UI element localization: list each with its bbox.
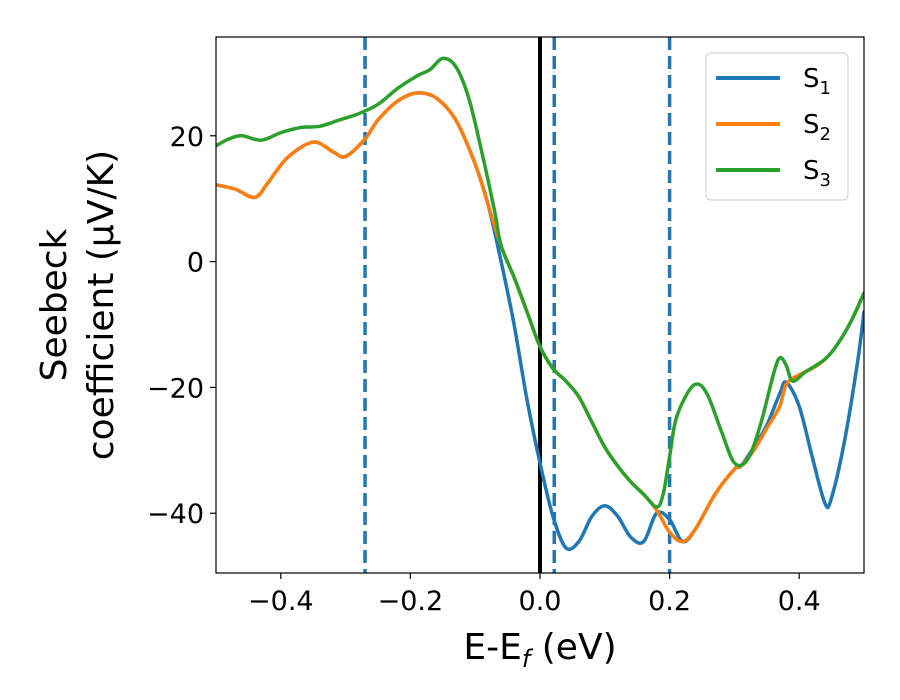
x-tick-label: −0.2 <box>378 586 444 617</box>
legend-label-main: S <box>803 110 820 140</box>
reference-lines <box>363 37 672 573</box>
y-axis-label-line2: coefficient (μV/K) <box>81 150 122 460</box>
series-line-s3 <box>216 56 864 509</box>
x-axis-label-main: E-E <box>463 627 521 668</box>
y-tick-label: −20 <box>147 373 204 404</box>
legend-label-s2: S2 <box>803 110 831 145</box>
series-layer <box>216 56 864 552</box>
legend-label-sub: 3 <box>820 170 831 191</box>
y-axis-label-line1: Seebeck <box>34 228 75 381</box>
y-axis: −40 −20 0 20 <box>147 122 216 530</box>
x-tick-label: 0.2 <box>648 586 691 617</box>
legend-frame <box>705 52 849 201</box>
legend-label-main: S <box>803 156 820 186</box>
y-tick-label: 0 <box>187 248 204 279</box>
legend-label-s3: S3 <box>803 156 831 191</box>
x-tick-label: 0.4 <box>778 586 821 617</box>
x-tick-label: 0.0 <box>519 586 562 617</box>
x-axis-label-unit: (eV) <box>530 627 616 668</box>
legend-label-s1: S1 <box>803 64 831 99</box>
legend-label-main: S <box>803 64 820 94</box>
legend-label-sub: 2 <box>820 124 831 145</box>
y-tick-label: −40 <box>147 499 204 530</box>
x-axis-label: E-Ef (eV) <box>463 627 616 673</box>
x-axis: −0.4 −0.2 0.0 0.2 0.4 <box>248 573 821 617</box>
legend-label-sub: 1 <box>820 78 831 99</box>
y-tick-label: 20 <box>170 122 204 153</box>
x-tick-label: −0.4 <box>248 586 314 617</box>
